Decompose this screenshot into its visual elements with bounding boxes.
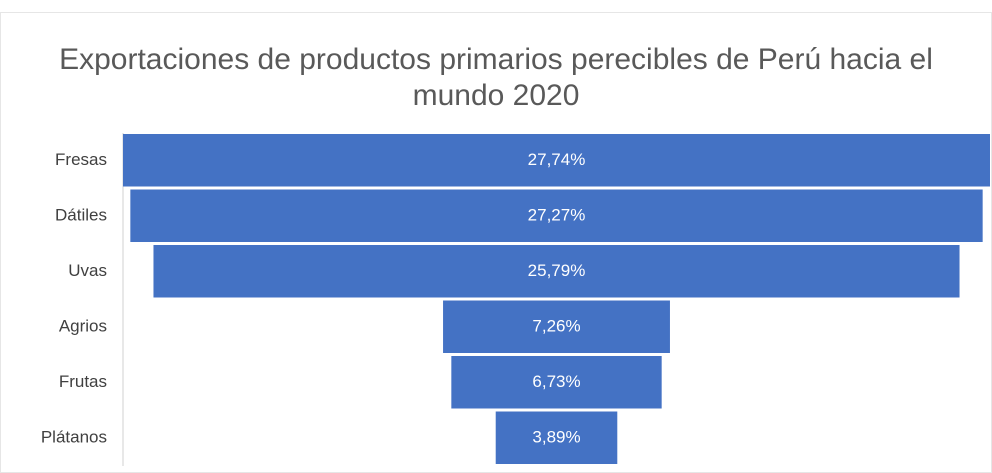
funnel-bar — [451, 356, 662, 409]
funnel-bar — [123, 134, 990, 187]
chart-title: Exportaciones de productos primarios per… — [59, 43, 933, 112]
funnel-bar — [130, 189, 983, 242]
category-label: Plátanos — [41, 428, 107, 447]
data-label: 27,74% — [528, 150, 586, 169]
data-label: 7,26% — [532, 317, 580, 336]
funnel-bar — [153, 245, 960, 298]
data-label: 25,79% — [528, 261, 586, 280]
category-label: Frutas — [59, 372, 107, 391]
category-label: Fresas — [55, 150, 107, 169]
category-label: Agrios — [59, 317, 107, 336]
data-label: 6,73% — [532, 372, 580, 391]
funnel-bar — [495, 411, 618, 464]
data-label: 27,27% — [528, 206, 586, 225]
funnel-bar — [443, 300, 670, 353]
category-label: Uvas — [68, 261, 107, 280]
data-label: 3,89% — [532, 428, 580, 447]
category-label: Dátiles — [55, 206, 107, 225]
